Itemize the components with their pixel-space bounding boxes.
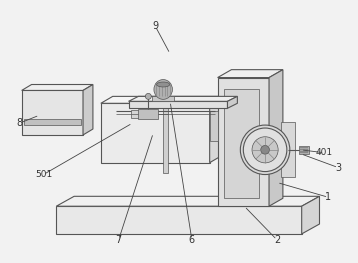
- Bar: [223, 89, 259, 198]
- Bar: [300, 151, 308, 153]
- Polygon shape: [129, 96, 237, 101]
- Text: 7: 7: [116, 235, 122, 245]
- Polygon shape: [56, 206, 302, 234]
- Text: 2: 2: [274, 235, 280, 245]
- Polygon shape: [129, 101, 227, 108]
- Ellipse shape: [154, 79, 173, 99]
- Circle shape: [145, 93, 151, 99]
- Text: 9: 9: [152, 21, 158, 31]
- Bar: [152, 96, 174, 101]
- Polygon shape: [101, 103, 210, 163]
- Text: 401: 401: [316, 148, 333, 157]
- Polygon shape: [56, 196, 319, 206]
- Text: 1: 1: [325, 192, 332, 202]
- Bar: [300, 147, 308, 148]
- Polygon shape: [218, 70, 283, 78]
- Polygon shape: [269, 70, 283, 206]
- Bar: [131, 110, 140, 118]
- Bar: [299, 146, 309, 154]
- Circle shape: [261, 145, 270, 154]
- Text: 501: 501: [35, 170, 52, 179]
- Bar: [281, 122, 295, 176]
- Polygon shape: [22, 84, 93, 90]
- Polygon shape: [22, 90, 83, 135]
- Bar: [300, 149, 308, 150]
- Circle shape: [240, 125, 290, 175]
- Text: 3: 3: [335, 163, 342, 173]
- Polygon shape: [218, 78, 269, 206]
- Bar: [139, 109, 158, 119]
- Bar: [163, 108, 168, 173]
- Text: 6: 6: [189, 235, 195, 245]
- Circle shape: [243, 128, 287, 171]
- Polygon shape: [101, 96, 222, 103]
- Polygon shape: [210, 96, 222, 163]
- Ellipse shape: [157, 82, 170, 87]
- Text: 8: 8: [16, 118, 23, 128]
- Bar: [210, 111, 218, 141]
- Circle shape: [252, 137, 278, 163]
- Polygon shape: [83, 84, 93, 135]
- Polygon shape: [302, 196, 319, 234]
- Bar: [24, 119, 81, 125]
- Polygon shape: [227, 96, 237, 108]
